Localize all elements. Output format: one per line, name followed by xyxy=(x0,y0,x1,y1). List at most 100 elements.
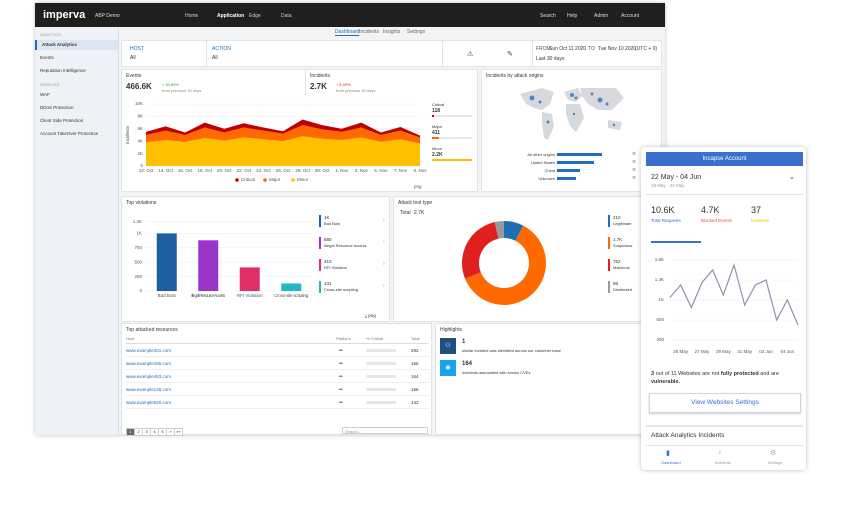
tab-icon[interactable]: ⚙ xyxy=(770,450,777,457)
legend-swatch xyxy=(263,178,267,182)
sidebar-item[interactable]: Events xyxy=(40,55,54,60)
total-value: 166 xyxy=(411,361,419,366)
origins-panel: Incidents by attack origins All other or… xyxy=(481,69,662,192)
total-value: 2.7K xyxy=(414,210,425,216)
list-swatch xyxy=(608,259,610,271)
panel-title: Top attacked resources xyxy=(126,327,178,333)
list-label: Distributed xyxy=(613,287,633,292)
nav-link[interactable]: Admin xyxy=(594,13,609,19)
tools-donut xyxy=(462,221,546,305)
sidebar-item[interactable]: Client Side Protection xyxy=(40,118,84,123)
legend-swatch xyxy=(291,178,295,182)
settings-button[interactable]: View Websites Settings xyxy=(649,393,801,413)
chevron[interactable]: ⌄ xyxy=(789,174,795,181)
bar xyxy=(281,283,302,291)
x-tick-label: 28. Oct xyxy=(295,168,310,173)
range[interactable]: Last 30 days xyxy=(536,56,565,62)
list-value: 410 xyxy=(324,259,332,264)
list-swatch xyxy=(319,215,321,227)
x-tick-label: 25 May xyxy=(673,349,689,354)
legend-label: Major xyxy=(269,177,281,182)
date[interactable]: Sun Oct 11 2020 xyxy=(549,46,587,52)
list-label: Legitimate xyxy=(613,221,632,226)
y-tick-label: 1K xyxy=(658,297,664,302)
origin-action[interactable]: ⚙ xyxy=(632,151,637,156)
export-label[interactable]: png xyxy=(368,313,376,318)
search-box[interactable]: Search... xyxy=(342,427,428,434)
y-axis-label: Incidents xyxy=(125,125,130,144)
donut-slice xyxy=(494,221,504,239)
resources-panel: Top attacked resources Host Platform % Cri… xyxy=(121,323,432,436)
date[interactable]: Tue Nov 10 2020 xyxy=(598,46,637,52)
page-button[interactable]: »» xyxy=(174,428,183,436)
tab-label[interactable]: Dashboard xyxy=(661,460,681,465)
chevron[interactable]: › xyxy=(383,261,385,267)
origin-action[interactable]: ⚙ xyxy=(632,175,637,180)
kpi-value: 37 xyxy=(751,205,762,215)
export[interactable]: ⤓ png xyxy=(365,313,376,318)
sidebar-item[interactable]: Account TakeOver Protection xyxy=(40,131,99,136)
host-link[interactable]: www.example401.com xyxy=(126,348,172,353)
kpi-change: ↑ 5.49% xyxy=(336,82,351,87)
nav-link[interactable]: Search xyxy=(540,13,556,19)
host-link[interactable]: www.example156.com xyxy=(126,361,172,366)
account-name[interactable]: ABP Demo xyxy=(95,13,120,19)
chevron[interactable]: › xyxy=(383,217,385,223)
filter-value[interactable]: All xyxy=(130,55,136,61)
table-header: Platform xyxy=(336,336,351,341)
host-link[interactable]: www.example483.com xyxy=(126,374,172,379)
dashboard-window: imperva ABP Demo Home Application Edge Data… xyxy=(35,3,665,436)
sidebar-item[interactable]: Reputation Intelligence xyxy=(40,68,86,73)
origin-name: Unknown xyxy=(538,176,555,181)
top-bar: imperva ABP Demo Home Application Edge Data… xyxy=(35,3,665,27)
mobile-header: Incapse Account xyxy=(646,152,803,166)
tab[interactable]: Dashboard xyxy=(335,29,360,36)
date-range[interactable]: 22 May - 04 Jun xyxy=(651,174,702,181)
icon[interactable]: ⚠ xyxy=(467,51,474,58)
sidebar-item[interactable]: WAF xyxy=(40,92,50,97)
chevron[interactable]: › xyxy=(383,283,385,289)
filter-label: HOST xyxy=(130,46,144,52)
origin-action[interactable]: ⚙ xyxy=(632,167,637,172)
logo[interactable]: imperva xyxy=(43,9,86,21)
critical-track xyxy=(366,375,396,378)
row-rule xyxy=(126,408,429,409)
tab-label[interactable]: Settings xyxy=(767,460,783,465)
tab-icon[interactable]: ♪ xyxy=(718,449,722,456)
nav-link[interactable]: Account xyxy=(621,13,640,19)
tab[interactable]: Settings xyxy=(407,29,426,35)
platform-icon: ☁ xyxy=(338,399,343,405)
highlight-value: 164 xyxy=(462,361,473,367)
x-tick-label: 18. Oct xyxy=(197,168,212,173)
tab-label[interactable]: Incidents xyxy=(714,460,731,465)
sidebar-item[interactable]: Attack Analytics xyxy=(35,40,118,50)
nav-link[interactable]: Help xyxy=(567,13,578,19)
warning: 3 out of 11 Websites are not fully prote… xyxy=(651,370,799,386)
origin-action[interactable]: ⚙ xyxy=(632,159,637,164)
highlight-text: similar incident was identified across o… xyxy=(462,348,561,353)
tab[interactable]: Insights xyxy=(383,29,401,35)
nav-item[interactable]: Data xyxy=(281,13,292,19)
nav-item[interactable]: Application xyxy=(217,13,245,19)
x-tick-label: 24. Oct xyxy=(256,168,271,173)
critical-track xyxy=(366,362,396,365)
nav-item[interactable]: Edge xyxy=(249,13,261,19)
nav-item[interactable]: Home xyxy=(185,13,199,19)
chevron[interactable]: › xyxy=(383,239,385,245)
y-tick-label: 0 xyxy=(140,163,143,168)
table-header: Total xyxy=(411,336,420,341)
filter-label: ACTION xyxy=(212,46,231,52)
platform-icon: ☁ xyxy=(338,386,343,392)
origin-bar xyxy=(557,153,602,156)
host-link[interactable]: www.example620.com xyxy=(126,400,172,405)
severity-name: Critical xyxy=(432,102,445,107)
filter-value[interactable]: All xyxy=(212,55,218,61)
highlight-text: Incidents associated with known CVEs xyxy=(462,370,531,375)
icon[interactable]: ✎ xyxy=(507,51,513,58)
list-swatch xyxy=(608,281,610,293)
host-link[interactable]: www.example148.com xyxy=(126,387,172,392)
tab[interactable]: Incidents xyxy=(359,29,380,35)
tab-icon[interactable]: ▮ xyxy=(666,450,670,457)
sidebar-item[interactable]: DDoS Protection xyxy=(40,105,74,110)
